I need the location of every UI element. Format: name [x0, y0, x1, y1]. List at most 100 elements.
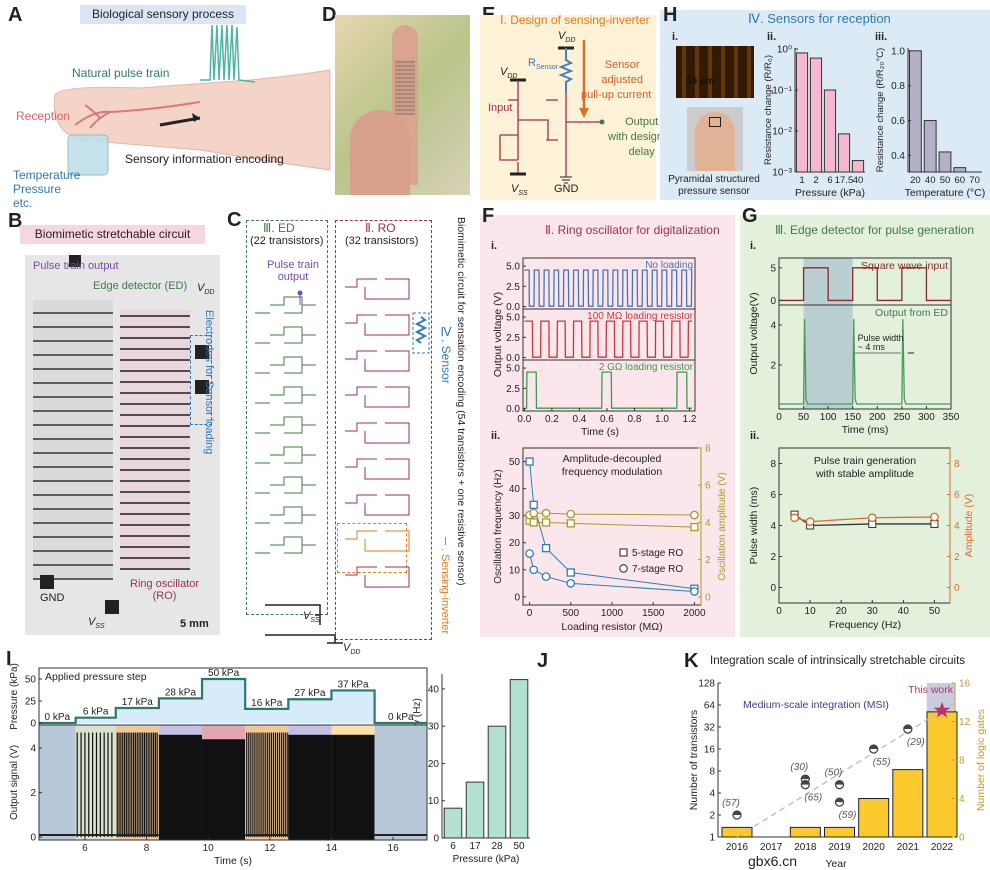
y-tick-label: 0 [30, 718, 36, 729]
data-point-circle [566, 509, 576, 519]
y-tick-label: 128 [698, 679, 715, 690]
waveform-1 [524, 320, 692, 358]
y-right-tick-label: 8 [954, 459, 960, 470]
y-right-axis-label: Number of logic gates [975, 709, 987, 811]
x-tick-label: 1.0 [655, 414, 669, 425]
x-tick-label: 0.4 [572, 414, 586, 425]
y-axis-label: Oscillation frequency (Hz) [493, 469, 504, 583]
y-tick-label: 1 [709, 833, 715, 844]
y-tick-label: 2.5 [506, 333, 520, 344]
stimulus-etc: etc. [13, 196, 33, 210]
vdd-sub: DD [204, 289, 215, 297]
vdd-text: V [500, 66, 508, 78]
ro-line: Ring oscillator [130, 578, 200, 590]
electrodes-label: Electrodes for Sensor loading [203, 310, 215, 455]
reference-label: (29) [907, 737, 925, 748]
y-tick-label: 2 [709, 811, 715, 822]
vdd-sub: DD [565, 37, 576, 45]
y-right-tick-label: 0 [954, 583, 960, 594]
x-tick-label: 100 [820, 412, 837, 423]
x-tick-label: 40 [898, 606, 910, 617]
baseline [374, 833, 427, 836]
pressure-step-label: 16 kPa [251, 698, 283, 709]
waveform-0 [524, 269, 693, 307]
ed-label: Edge detector (ED) [93, 280, 188, 292]
stimulus-pressure: Pressure [13, 182, 62, 196]
y-right-axis-label: Oscillation amplitude (V) [717, 472, 728, 580]
x-tick-label: 14 [326, 843, 338, 854]
data-point-fill [835, 780, 844, 785]
x-tick-label: 350 [943, 412, 960, 423]
data-point-fill [835, 798, 844, 803]
data-point-square [566, 519, 575, 528]
x-tick-label: 500 [562, 608, 579, 619]
panel-b: B Biomimetic stretchable circuit Pulse t… [0, 210, 225, 640]
y-tick-label: 4 [709, 789, 715, 800]
x-tick-label: 0 [776, 412, 782, 423]
data-point-square [566, 568, 575, 577]
x-tick-label: 8 [144, 843, 150, 854]
ro-stage [345, 494, 410, 516]
vdd-text: V [197, 282, 205, 294]
y-tick-label: 16 [704, 745, 716, 756]
y-tick-label: 5 [770, 263, 776, 274]
y-tick-label: 40 [428, 684, 440, 695]
bar [837, 133, 851, 173]
data-point-fill [903, 725, 912, 730]
sensor-resistor-icon [414, 316, 428, 344]
y-right-tick-label: 16 [959, 679, 971, 690]
pressure-step-label: 0 kPa [388, 712, 414, 723]
x-tick-label: 0 [776, 606, 782, 617]
panel-label: K [684, 650, 699, 672]
x-tick-label: 17 [469, 841, 481, 852]
x-tick-label: 60 [955, 175, 966, 186]
ro-stage [345, 566, 410, 588]
note-line: pull-up current [581, 89, 652, 101]
msi-label: Medium-scale integration (MSI) [743, 699, 889, 711]
subpanel-label: ii. [491, 430, 501, 442]
x-tick-label: 0.8 [628, 414, 642, 425]
stretchable-circuit-on-finger [395, 60, 415, 115]
bar [465, 781, 485, 839]
y-tick-label: 20 [509, 538, 521, 549]
y-right-tick-label: 0 [705, 592, 711, 603]
ro-stage [345, 350, 410, 372]
ice-cube-icon [67, 134, 109, 176]
y-tick-label: 50 [25, 674, 37, 685]
panel-e-bg [480, 15, 656, 200]
y-tick-label: 0.8 [891, 81, 905, 92]
vdd-label-2: VDD [500, 66, 517, 80]
panel-h-title: Ⅳ. Sensors for reception [748, 11, 891, 26]
y-tick-label: 10 [428, 796, 440, 807]
subpanel-label: i. [491, 240, 498, 252]
y-tick-label: 2 [770, 552, 776, 563]
series-label: 100 MΩ loading resistor [587, 311, 694, 322]
series-label: Square wave input [861, 260, 948, 272]
panel-label: C [227, 209, 242, 231]
rsensor-sub: Sensor [535, 64, 559, 72]
panel-e: E Ⅰ. Design of sensing-inverter VDD VDD … [478, 0, 675, 205]
panel-label: D [322, 4, 337, 26]
y-tick-label: 0 [433, 834, 439, 845]
bar [923, 120, 937, 173]
h-caption: Pyramidal structured pressure sensor [668, 174, 760, 198]
y-right-tick-label: 2 [705, 555, 711, 566]
y-tick-label: 2 [30, 788, 36, 799]
data-point-square [529, 500, 538, 509]
note-line: adjusted [601, 74, 643, 86]
square-wave [779, 267, 951, 302]
ed-stage [255, 356, 316, 374]
signal-band [374, 725, 427, 840]
y-tick-label: 10 [509, 565, 521, 576]
data-point-square [525, 457, 534, 466]
data-point-circle [566, 578, 576, 588]
x-axis-label: Year [825, 858, 847, 870]
watermark: gbx6.cn [748, 853, 798, 869]
data-point-circle [690, 587, 699, 596]
pyramid-micrograph: 50 µm [676, 46, 754, 98]
subpanel-label: i. [750, 240, 757, 252]
annotation: Pulse width [858, 333, 904, 343]
annotation: with stable amplitude [815, 468, 914, 480]
x-axis-label: Pressure (kPa) [795, 187, 865, 199]
